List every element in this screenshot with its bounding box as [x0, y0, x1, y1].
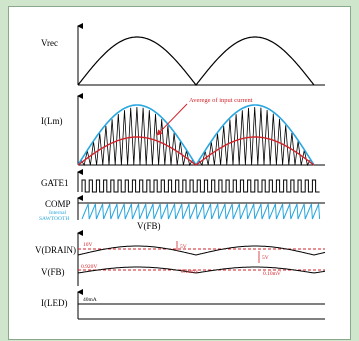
vdrain-label: V(DRAIN) [35, 245, 76, 255]
ilm-label: I(Lm) [41, 116, 63, 126]
led-current-annotation: 40mA [83, 297, 97, 303]
timing-diagram: Vrec I(Lm) Averege of input current GATE… [35, 23, 326, 320]
comp-label: COMP [45, 199, 71, 209]
comp-vfb-label: V(FB) [137, 221, 161, 231]
delta-5v-b-annotation: 5V [262, 255, 269, 261]
delta-fb-a-annotation: 0.10mV [181, 269, 199, 275]
gate1-label: GATE1 [41, 178, 69, 188]
delta-fb-b-annotation: 0.10mV [263, 271, 281, 277]
average-input-current-annotation: Averege of input current [189, 97, 253, 104]
gate1-pulse-train [81, 179, 320, 193]
vfb-label: V(FB) [41, 267, 65, 277]
drain-level-annotation: 10V [83, 242, 93, 248]
ilm-average-curve [77, 136, 315, 166]
sawtooth-label: SAWTOOTH [39, 216, 69, 222]
vdrain-waveform [77, 245, 326, 256]
delta-5v-a-annotation: 5V [180, 244, 187, 250]
internal-label: Internal [49, 210, 67, 216]
average-pointer-arrow [156, 103, 188, 136]
vrec-waveform [77, 36, 315, 86]
timing-diagram-panel: Vrec I(Lm) Averege of input current GATE… [8, 6, 351, 340]
vrec-label: Vrec [41, 38, 58, 48]
fb-level-annotation: 0.920V [81, 264, 97, 270]
internal-sawtooth-waveform [81, 203, 321, 220]
iled-label: I(LED) [41, 298, 68, 308]
vfb-waveform [77, 266, 326, 274]
